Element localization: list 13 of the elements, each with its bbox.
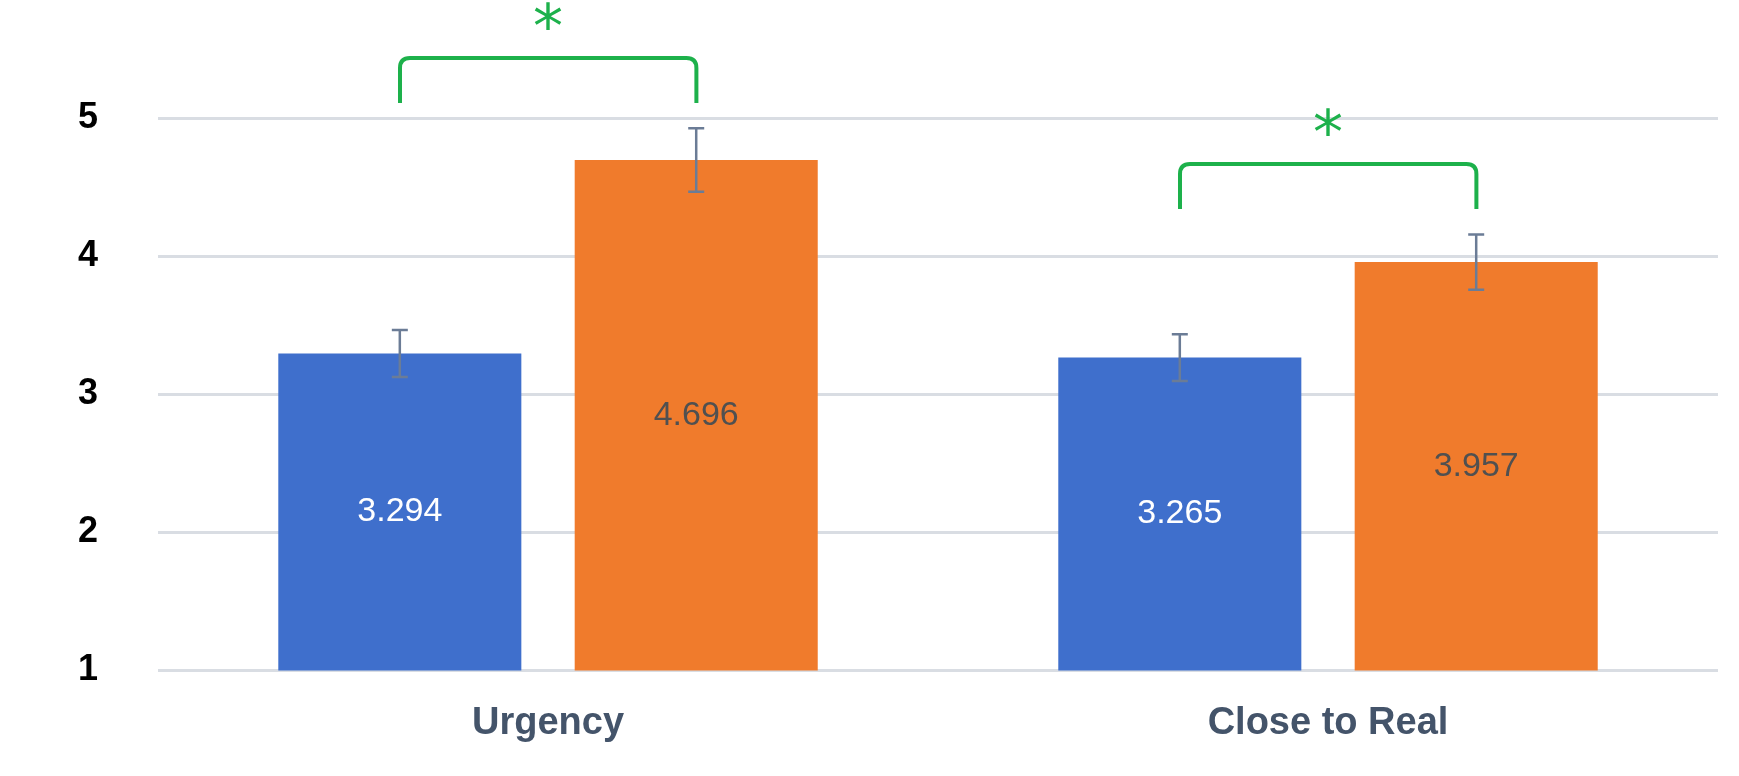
data-label: 3.294 [357,490,443,529]
data-label: 4.696 [653,393,739,432]
y-tick-label: 2 [77,509,99,551]
y-tick-label: 3 [77,371,99,413]
x-tick-label: Urgency [471,699,625,742]
y-tick-label: 5 [77,94,99,136]
annotation: * [1312,97,1344,168]
data-label: 3.957 [1433,444,1519,483]
x-tick-label: Close to Real [1207,699,1449,742]
y-tick-label: 4 [77,233,99,275]
text: * [532,0,564,62]
data-label: 3.265 [1137,492,1223,531]
y-tick-label: 1 [77,647,99,689]
